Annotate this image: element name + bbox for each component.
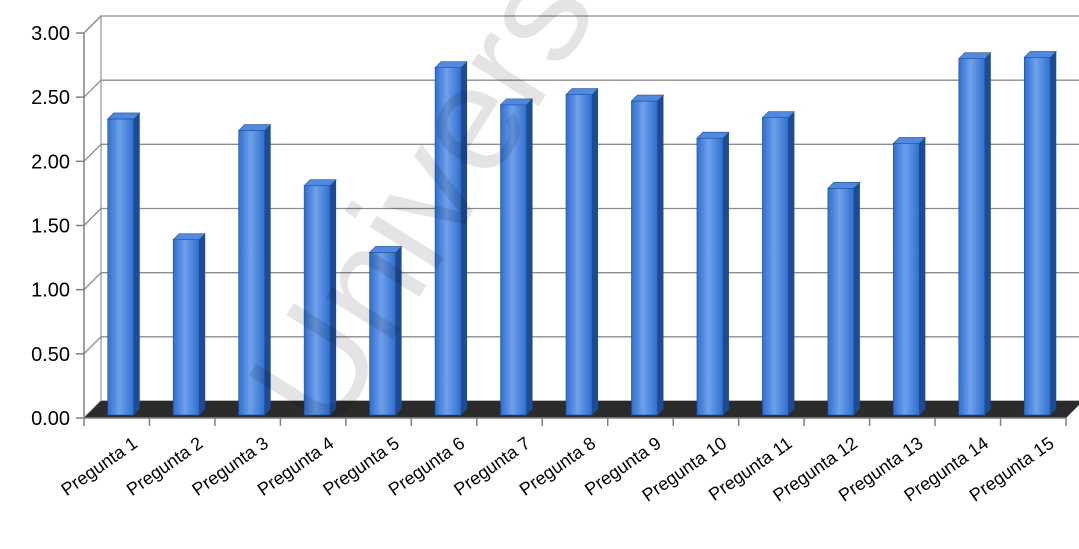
bars bbox=[107, 51, 1057, 416]
bar-side bbox=[461, 61, 468, 416]
bar bbox=[630, 94, 665, 416]
gridline-side bbox=[83, 272, 102, 291]
bar-side bbox=[853, 182, 860, 415]
bar-top bbox=[368, 246, 403, 253]
bar bbox=[892, 137, 927, 416]
bar bbox=[1023, 51, 1057, 416]
bar-front bbox=[565, 94, 593, 416]
bar-front bbox=[238, 130, 265, 416]
bar-top bbox=[237, 124, 272, 131]
bar bbox=[172, 233, 206, 416]
bar bbox=[368, 246, 403, 416]
bar-front bbox=[827, 187, 855, 416]
gridline-side bbox=[83, 336, 102, 355]
bar bbox=[499, 98, 534, 416]
bar-top bbox=[892, 137, 927, 144]
bar bbox=[303, 179, 337, 416]
bar-front bbox=[172, 239, 200, 416]
bar-side bbox=[919, 137, 926, 415]
bar-top bbox=[434, 61, 468, 68]
bar bbox=[827, 181, 861, 416]
gridline-side bbox=[83, 208, 102, 226]
bar-side bbox=[330, 179, 337, 415]
bar-side bbox=[133, 112, 140, 415]
y-tick-label: 1.50 bbox=[31, 216, 70, 238]
bar-front bbox=[500, 104, 527, 416]
bar-side bbox=[984, 52, 991, 416]
gridline-side bbox=[83, 79, 102, 98]
bar-front bbox=[107, 118, 135, 416]
bar bbox=[696, 131, 730, 416]
bar-front bbox=[631, 100, 658, 416]
bar-front bbox=[303, 185, 331, 416]
bar-top bbox=[1023, 51, 1057, 58]
bar bbox=[565, 88, 599, 416]
bar-top bbox=[172, 233, 206, 240]
y-tick-label: 1.00 bbox=[31, 280, 70, 302]
bar-side bbox=[788, 111, 795, 415]
watermark-text: Universidad Ga bbox=[215, 0, 906, 457]
bar-side bbox=[199, 233, 206, 415]
bar-side bbox=[592, 88, 598, 415]
bar bbox=[237, 124, 272, 416]
y-tick-label: 0.50 bbox=[31, 344, 70, 366]
bar-top bbox=[761, 111, 796, 118]
bar-top bbox=[565, 88, 599, 95]
bar-top bbox=[499, 98, 534, 106]
bar-side bbox=[526, 98, 533, 415]
bar-front bbox=[893, 143, 920, 416]
bar-side bbox=[657, 95, 664, 416]
bar-top bbox=[303, 179, 337, 187]
bar-side bbox=[264, 124, 271, 416]
bar-side bbox=[722, 132, 729, 415]
bar-side bbox=[395, 246, 402, 415]
y-tick-label: 3.00 bbox=[31, 23, 70, 45]
y-tick-labels: 0.00 0.50 1.00 1.50 2.00 2.50 3.00 bbox=[31, 23, 70, 430]
bar-top bbox=[958, 52, 992, 59]
bar-side bbox=[1050, 51, 1057, 416]
bar-top bbox=[630, 94, 665, 102]
bar-front bbox=[434, 67, 462, 416]
axes bbox=[76, 32, 1067, 426]
bar bbox=[761, 111, 796, 416]
bar-front bbox=[958, 58, 986, 416]
bar-top bbox=[827, 181, 861, 189]
bar-front bbox=[762, 117, 789, 416]
bar bbox=[958, 52, 992, 416]
gridline-side bbox=[83, 15, 102, 34]
bar-top bbox=[107, 112, 141, 120]
y-tick-label: 0.00 bbox=[31, 408, 70, 430]
bar-top bbox=[696, 131, 730, 139]
gridline-side bbox=[83, 143, 102, 162]
bar-front bbox=[696, 137, 724, 416]
bar-front bbox=[369, 252, 396, 416]
bar-front bbox=[1023, 57, 1051, 416]
y-tick-label: 2.50 bbox=[31, 87, 70, 109]
y-tick-label: 2.00 bbox=[31, 151, 70, 173]
bar bbox=[107, 112, 141, 416]
bar bbox=[434, 61, 468, 416]
